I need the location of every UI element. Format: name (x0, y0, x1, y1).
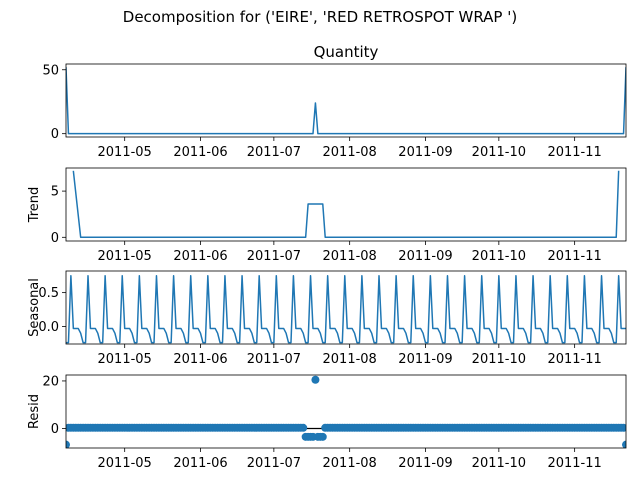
resid-point (66, 440, 70, 448)
panel-seasonal: 0.0 0.5 2011-05 2011-06 2011-07 2011-08 2011-0… (27, 270, 627, 367)
resid-point (622, 440, 626, 448)
y-tick-label-seasonal: 0.5 (38, 286, 59, 301)
x-tick-label-resid: 2011-09 (398, 456, 452, 471)
x-tick-label-observed: 2011-08 (323, 145, 377, 160)
y-axis-label-seasonal: Seasonal (27, 278, 42, 337)
resid-point (299, 423, 308, 432)
x-tick-label-trend: 2011-11 (547, 249, 601, 264)
y-tick-label-resid: 20 (42, 374, 59, 389)
series-seasonal (66, 274, 626, 344)
x-tick-label-trend: 2011-08 (323, 249, 377, 264)
y-tick-label-observed: 50 (42, 63, 59, 78)
x-tick-label-seasonal: 2011-09 (398, 352, 452, 367)
x-tick-label-resid: 2011-07 (247, 456, 301, 471)
x-tick-label-seasonal: 2011-08 (323, 352, 377, 367)
x-tick-label-resid: 2011-10 (472, 456, 526, 471)
x-tick-label-seasonal: 2011-11 (547, 352, 601, 367)
panel-resid: 0 20 2011-05 2011-06 2011-07 2011-08 2011-09 20… (27, 374, 627, 471)
x-tick-label-trend: 2011-07 (247, 249, 301, 264)
x-tick-label-trend: 2011-10 (472, 249, 526, 264)
axes-frame-observed (65, 63, 627, 138)
x-tick-label-seasonal: 2011-05 (98, 352, 152, 367)
x-tick-label-seasonal: 2011-10 (472, 352, 526, 367)
series-trend (72, 170, 620, 239)
panel-title-observed: Quantity (314, 43, 379, 61)
series-line-observed (66, 67, 626, 135)
x-tick-label-observed: 2011-09 (398, 145, 452, 160)
x-tick-label-resid: 2011-06 (173, 456, 227, 471)
x-tick-label-observed: 2011-05 (98, 145, 152, 160)
x-tick-label-trend: 2011-09 (398, 249, 452, 264)
y-tick-label-trend: 0 (51, 231, 59, 246)
series-line-trend (72, 170, 620, 239)
y-axis-label-trend: Trend (27, 187, 42, 224)
y-tick-label-trend: 5 (51, 185, 59, 200)
panel-observed: 0 50 2011-05 2011-06 2011-07 2011-08 2011-09 20… (42, 43, 627, 160)
x-tick-label-resid: 2011-08 (323, 456, 377, 471)
axes-frame-trend (65, 167, 627, 242)
series-observed (66, 67, 626, 135)
axes-frame-resid (65, 374, 627, 449)
y-tick-label-resid: 0 (51, 422, 59, 437)
resid-point (318, 432, 327, 441)
x-tick-label-observed: 2011-07 (247, 145, 301, 160)
x-tick-label-observed: 2011-11 (547, 145, 601, 160)
y-tick-label-observed: 0 (51, 127, 59, 142)
y-tick-label-seasonal: 0.0 (38, 320, 59, 335)
x-tick-label-seasonal: 2011-06 (173, 352, 227, 367)
panel-trend: 0 5 2011-05 2011-06 2011-07 2011-08 2011-09 201… (27, 167, 627, 264)
series-resid (66, 375, 626, 448)
figure-title: Decomposition for ('EIRE', 'RED RETROSPO… (123, 8, 517, 26)
x-tick-label-trend: 2011-05 (98, 249, 152, 264)
resid-point (619, 423, 626, 432)
series-line-seasonal (66, 274, 626, 344)
x-tick-label-resid: 2011-05 (98, 456, 152, 471)
x-tick-label-observed: 2011-06 (173, 145, 227, 160)
resid-point (311, 375, 320, 384)
axes-frame-seasonal (65, 270, 627, 345)
x-tick-label-trend: 2011-06 (173, 249, 227, 264)
x-tick-label-observed: 2011-10 (472, 145, 526, 160)
y-axis-label-resid: Resid (27, 394, 42, 429)
x-tick-label-resid: 2011-11 (547, 456, 601, 471)
x-tick-label-seasonal: 2011-07 (247, 352, 301, 367)
